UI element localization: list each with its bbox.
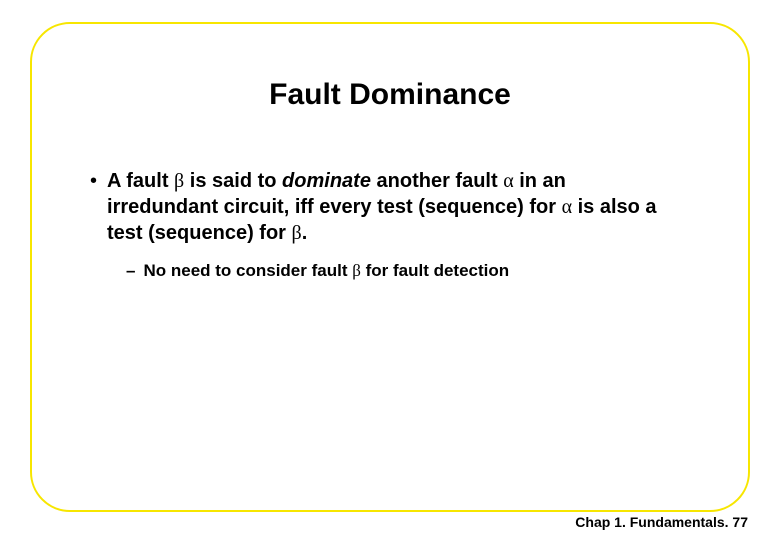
bullet-text: A fault β is said to dominate another fa…	[107, 168, 680, 246]
subbullet-1: – No need to consider fault β for fault …	[126, 260, 680, 282]
slide: Fault Dominance • A fault β is said to d…	[0, 0, 780, 540]
text-seg: is said to	[184, 170, 282, 192]
text-seg: No need to consider fault	[143, 261, 352, 280]
text-seg: .	[302, 222, 308, 244]
subbullet-text: No need to consider fault β for fault de…	[143, 260, 509, 282]
slide-footer: Chap 1. Fundamentals. 77	[575, 514, 748, 530]
text-seg: another fault	[371, 170, 503, 192]
dominate-italic: dominate	[282, 170, 371, 192]
beta-symbol: β	[352, 261, 361, 280]
alpha-symbol: α	[562, 196, 572, 218]
beta-symbol: β	[292, 222, 302, 244]
bullet-marker: •	[90, 168, 97, 194]
bullet-1: • A fault β is said to dominate another …	[90, 168, 680, 246]
beta-symbol: β	[174, 170, 184, 192]
alpha-symbol: α	[503, 170, 513, 192]
subbullet-marker: –	[126, 260, 135, 282]
slide-title: Fault Dominance	[0, 78, 780, 112]
text-seg: for fault detection	[361, 261, 509, 280]
slide-body: • A fault β is said to dominate another …	[90, 168, 680, 282]
text-seg: A fault	[107, 170, 174, 192]
